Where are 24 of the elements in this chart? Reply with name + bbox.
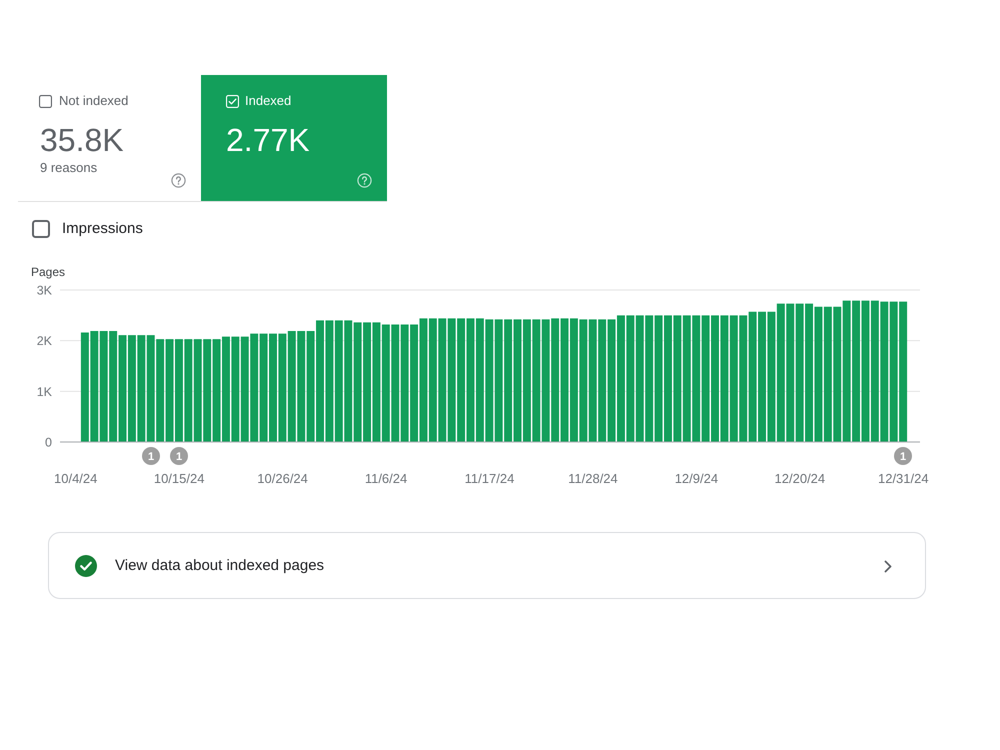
y-tick-label: 0 [45,435,52,450]
x-tick-label: 11/17/24 [464,471,514,486]
text: Impressions [62,220,143,237]
text: 9 reasons [40,160,98,175]
y-tick-label: 3K [36,283,53,298]
x-tick-label: 10/15/24 [154,471,204,486]
text: View data about indexed pages [115,557,324,574]
x-tick-label: 11/28/24 [568,471,618,486]
x-tick-label: 12/20/24 [774,471,826,486]
text: 1 [148,450,154,463]
text: 1 [900,450,906,463]
x-tick-label: 10/26/24 [257,471,308,486]
x-tick-label: 12/9/24 [674,471,718,486]
y-axis-title: Pages [31,265,66,279]
y-tick-label: 2K [36,334,53,348]
text: Indexed [245,93,292,108]
text: 35.8K [40,122,124,158]
x-tick-label: 12/31/24 [878,471,929,486]
text: Not indexed [59,93,128,108]
x-tick-label: 10/4/24 [54,471,98,486]
text: 1 [176,450,182,463]
y-tick-label: 1K [36,384,53,399]
text: 2.77K [226,122,310,158]
x-tick-label: 11/6/24 [364,471,408,486]
